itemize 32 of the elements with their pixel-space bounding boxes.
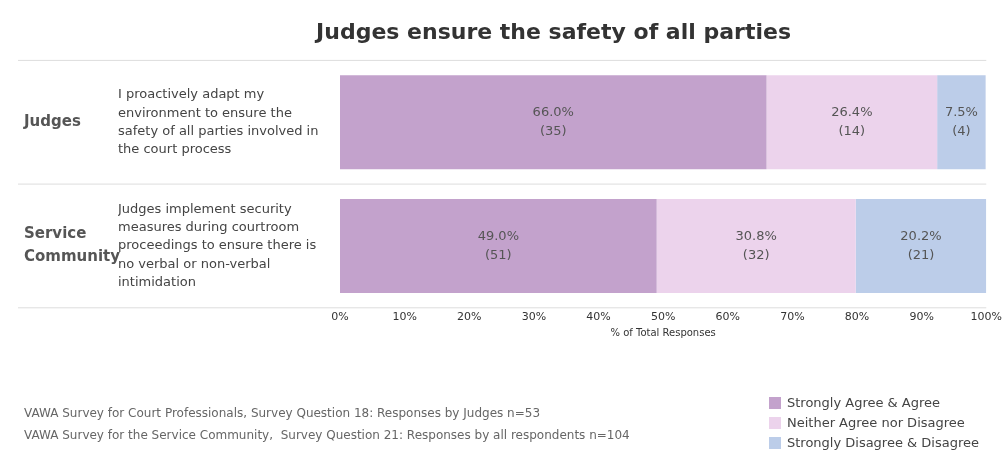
bar bbox=[855, 198, 987, 293]
x-tick-label: 20% bbox=[457, 310, 482, 324]
chart-title: Judges ensure the safety of all parties bbox=[314, 18, 791, 44]
x-tick-label: 90% bbox=[909, 310, 934, 324]
y-tick-label: I proactively adapt my environment to ensure the safety of all parties involved in the court process bbox=[118, 86, 319, 156]
data-label: 66.0% (35) bbox=[532, 104, 574, 139]
bar bbox=[937, 75, 986, 170]
data-label: 20.2% (21) bbox=[900, 227, 942, 262]
x-tick-label: 60% bbox=[715, 310, 740, 324]
text: VAWA Survey for the Service Community, Survey Question 21: Responses by all respondents n=104 bbox=[24, 428, 630, 443]
data-label: 49.0% (51) bbox=[477, 227, 519, 262]
x-tick-label: 30% bbox=[521, 310, 547, 324]
x-tick-label: 50% bbox=[650, 310, 676, 324]
x-tick-label: 40% bbox=[586, 310, 611, 324]
legend-label: Strongly Disagree & Disagree bbox=[786, 434, 979, 452]
data-label: 26.4% (14) bbox=[831, 104, 873, 139]
legend-label: Neither Agree nor Disagree bbox=[786, 414, 965, 432]
data-label: 7.5% (4) bbox=[944, 104, 978, 139]
bar bbox=[656, 198, 856, 293]
x-tick-label: 80% bbox=[844, 310, 870, 324]
legend-label: Strongly Agree & Agree bbox=[786, 394, 941, 412]
bar bbox=[340, 198, 657, 293]
x-tick-label: 10% bbox=[392, 310, 417, 324]
bar bbox=[766, 75, 938, 170]
x-tick-label: 100% bbox=[970, 310, 1002, 324]
data-label: 30.8% (32) bbox=[735, 227, 777, 262]
x-tick-label: 70% bbox=[780, 310, 805, 324]
text: Judges bbox=[23, 112, 81, 131]
text: VAWA Survey for Court Professionals, Survey Question 18: Responses by Judges n=53 bbox=[24, 406, 541, 421]
x-tick-label: 0% bbox=[331, 310, 349, 324]
bar bbox=[340, 75, 767, 170]
x-axis-title: % of Total Responses bbox=[610, 326, 716, 338]
